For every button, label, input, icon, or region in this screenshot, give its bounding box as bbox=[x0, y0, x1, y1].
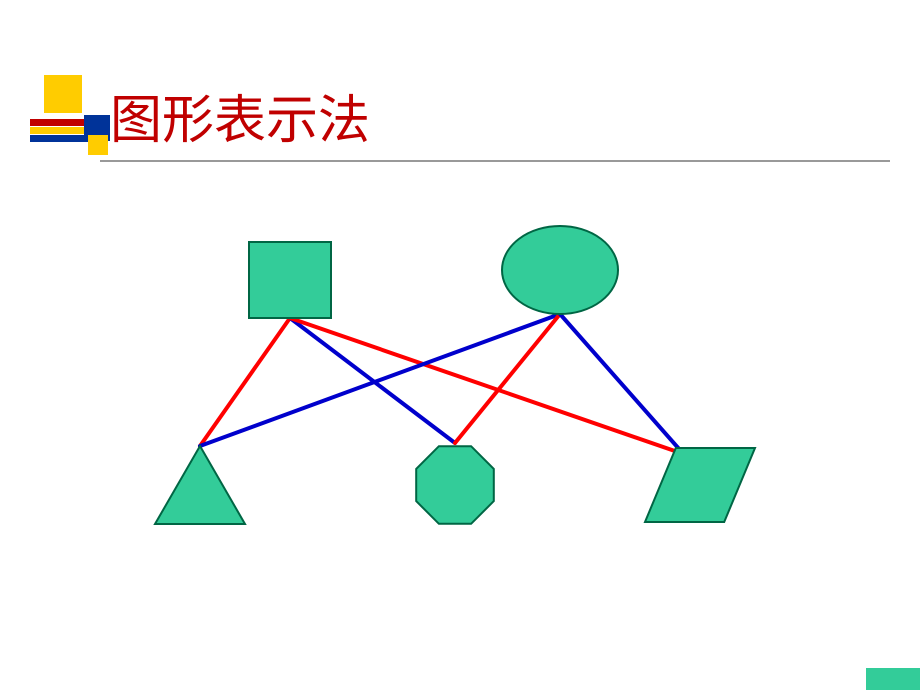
diagram-container bbox=[140, 210, 780, 530]
node-ellipse bbox=[502, 226, 618, 314]
edge bbox=[200, 318, 290, 446]
node-square bbox=[249, 242, 331, 318]
edge bbox=[290, 318, 455, 443]
diagram-svg bbox=[140, 210, 780, 530]
corner-badge bbox=[866, 668, 920, 690]
title-underline bbox=[100, 160, 890, 162]
node-rhombus bbox=[645, 448, 755, 522]
node-octagon bbox=[416, 446, 494, 524]
slide: 图形表示法 bbox=[0, 0, 920, 690]
node-triangle bbox=[155, 446, 245, 524]
slide-title: 图形表示法 bbox=[110, 78, 370, 153]
